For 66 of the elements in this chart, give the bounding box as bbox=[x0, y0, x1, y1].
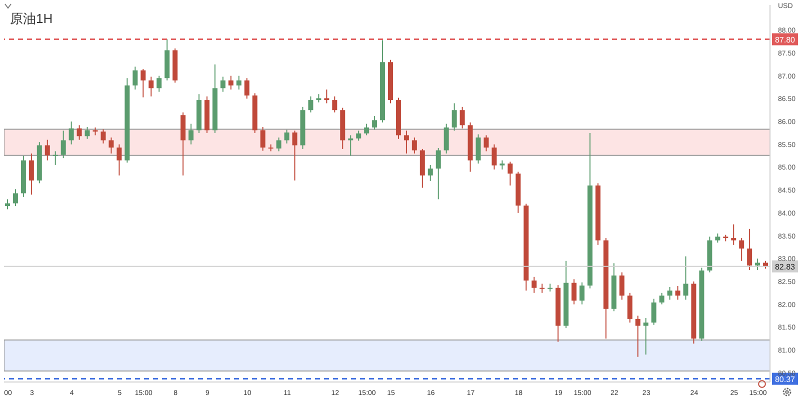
candlestick bbox=[643, 318, 648, 356]
candlestick bbox=[28, 153, 34, 196]
candlestick bbox=[715, 232, 720, 244]
candlestick bbox=[84, 126, 90, 140]
candlestick bbox=[108, 137, 114, 154]
candlestick bbox=[436, 148, 441, 200]
candlestick bbox=[52, 150, 58, 166]
candlestick bbox=[148, 76, 154, 97]
candlestick bbox=[132, 66, 138, 90]
candlestick bbox=[532, 276, 537, 294]
candlestick bbox=[651, 298, 656, 326]
candlestick bbox=[683, 256, 688, 300]
candlestick bbox=[364, 123, 370, 136]
candlestick bbox=[619, 272, 624, 300]
candlestick bbox=[292, 130, 298, 181]
candlestick bbox=[236, 75, 242, 90]
candlestick bbox=[324, 89, 330, 104]
candlestick bbox=[484, 134, 489, 152]
candlestick bbox=[460, 106, 465, 129]
candlestick bbox=[5, 198, 10, 210]
candlestick bbox=[540, 283, 545, 294]
candlestick bbox=[476, 134, 481, 164]
candlestick bbox=[60, 130, 66, 159]
candlestick bbox=[68, 121, 74, 145]
ref-line-label: 82.83 bbox=[774, 262, 796, 272]
candlestick bbox=[452, 102, 457, 132]
candlestick bbox=[228, 75, 234, 90]
candlestick bbox=[348, 134, 354, 156]
candlestick bbox=[308, 96, 314, 113]
candlestick bbox=[508, 161, 513, 186]
candlestick bbox=[76, 124, 82, 140]
candlestick bbox=[12, 188, 18, 207]
candlestick bbox=[276, 137, 282, 152]
candlestick bbox=[500, 160, 505, 170]
candlestick bbox=[747, 228, 752, 271]
candlestick bbox=[140, 68, 146, 98]
candlestick bbox=[332, 96, 338, 113]
ref-line-label: 80.37 bbox=[774, 374, 796, 384]
candlestick bbox=[572, 278, 577, 305]
candlestick bbox=[404, 130, 409, 154]
candlestick bbox=[44, 139, 50, 161]
candlestick bbox=[356, 130, 362, 142]
candlestick bbox=[372, 116, 378, 130]
ref-line-label: 87.80 bbox=[774, 35, 796, 44]
candlestick bbox=[667, 286, 672, 300]
candlestick bbox=[220, 76, 226, 92]
candlestick bbox=[260, 126, 266, 152]
candlestick bbox=[428, 164, 433, 182]
candlestick bbox=[635, 315, 640, 358]
candlestick bbox=[100, 128, 106, 144]
candlestick bbox=[188, 123, 194, 145]
candlestick bbox=[580, 282, 584, 305]
candlestick bbox=[731, 224, 736, 246]
candlestick bbox=[675, 286, 680, 300]
candlestick bbox=[116, 144, 122, 176]
candlestick bbox=[244, 78, 250, 100]
candlestick bbox=[755, 258, 760, 271]
candlestick bbox=[156, 75, 162, 92]
candlestick bbox=[492, 144, 497, 170]
candlestick bbox=[412, 137, 417, 154]
candlestick bbox=[627, 292, 632, 324]
candlestick bbox=[659, 292, 664, 305]
candlestick bbox=[284, 129, 290, 144]
candlestick bbox=[739, 238, 744, 262]
candlestick bbox=[444, 123, 449, 154]
text: 原油1H bbox=[10, 10, 53, 28]
